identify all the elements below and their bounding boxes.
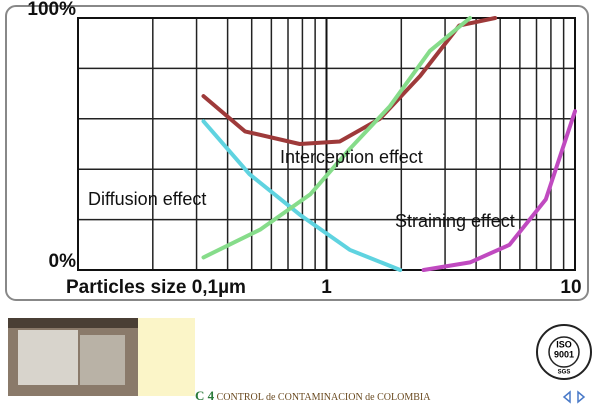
- iso-number: 9001: [554, 349, 574, 359]
- slide: Particles size 0,1µm1100%100% Intercepti…: [0, 0, 592, 404]
- x-tick-label: 10: [560, 277, 581, 298]
- company-name: CONTROL de CONTAMINACION de COLOMBIA: [217, 392, 431, 403]
- annotation: Straining effect: [395, 211, 515, 231]
- x-tick-label: Particles size 0,1µm: [66, 277, 246, 298]
- annotation: Diffusion effect: [88, 189, 206, 209]
- iso-body: SGS: [558, 370, 571, 376]
- page: {"chart_data": {"type": "line", "xscale"…: [0, 0, 592, 404]
- logo-text: C 4: [195, 388, 214, 403]
- footer: C 4 CONTROL de CONTAMINACION de COLOMBIA: [195, 388, 430, 404]
- y-tick-label: 0%: [49, 251, 77, 272]
- iso-logo: ISO 9001 SGS: [537, 325, 591, 402]
- iso-text: ISO: [556, 339, 572, 349]
- accent-box: [138, 318, 195, 396]
- y-tick-label: 100%: [27, 0, 76, 20]
- x-tick-label: 1: [321, 277, 332, 298]
- photo: [8, 318, 138, 396]
- annotation: Interception effect: [280, 147, 423, 167]
